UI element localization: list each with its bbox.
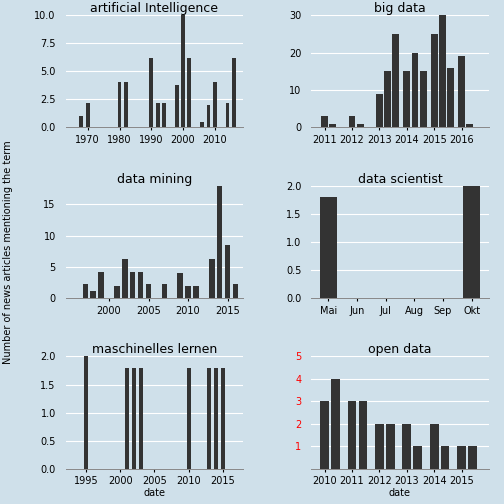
- Bar: [440, 446, 450, 469]
- Bar: [156, 103, 160, 128]
- Bar: [331, 379, 340, 469]
- Bar: [139, 368, 143, 469]
- Title: data mining: data mining: [117, 173, 192, 186]
- Bar: [430, 424, 438, 469]
- Bar: [384, 71, 391, 128]
- Bar: [84, 356, 88, 469]
- Bar: [468, 446, 477, 469]
- Bar: [214, 368, 218, 469]
- Bar: [98, 272, 104, 298]
- Bar: [321, 401, 329, 469]
- Bar: [187, 58, 192, 128]
- Bar: [177, 273, 183, 298]
- Bar: [149, 58, 153, 128]
- Bar: [125, 368, 129, 469]
- Bar: [412, 52, 418, 128]
- Bar: [403, 71, 410, 128]
- Bar: [175, 85, 178, 128]
- Title: open data: open data: [368, 343, 432, 356]
- Bar: [181, 15, 185, 128]
- Bar: [359, 401, 367, 469]
- Bar: [193, 286, 199, 298]
- Bar: [209, 260, 215, 298]
- Bar: [466, 123, 473, 128]
- Bar: [457, 446, 466, 469]
- Bar: [376, 94, 383, 128]
- Bar: [200, 122, 204, 128]
- Title: data scientist: data scientist: [357, 173, 443, 186]
- Bar: [124, 83, 128, 128]
- Bar: [207, 105, 210, 128]
- Bar: [413, 446, 422, 469]
- Bar: [186, 368, 191, 469]
- Bar: [233, 284, 238, 298]
- Title: artificial Intelligence: artificial Intelligence: [90, 2, 218, 15]
- Bar: [330, 123, 336, 128]
- Bar: [439, 15, 446, 128]
- X-axis label: date: date: [144, 488, 165, 498]
- Bar: [458, 56, 465, 128]
- Bar: [226, 103, 229, 128]
- Bar: [80, 116, 83, 128]
- Bar: [447, 68, 454, 128]
- Bar: [162, 103, 166, 128]
- Bar: [83, 284, 88, 298]
- Bar: [213, 83, 217, 128]
- Bar: [321, 116, 328, 128]
- Bar: [217, 186, 222, 298]
- Bar: [320, 197, 337, 298]
- Bar: [207, 368, 211, 469]
- Bar: [221, 368, 225, 469]
- Bar: [114, 286, 119, 298]
- X-axis label: date: date: [389, 488, 411, 498]
- Bar: [375, 424, 384, 469]
- Bar: [162, 284, 167, 298]
- Bar: [146, 284, 151, 298]
- Bar: [86, 103, 90, 128]
- Bar: [386, 424, 395, 469]
- Bar: [130, 272, 136, 298]
- Bar: [232, 58, 236, 128]
- Bar: [463, 186, 480, 298]
- Bar: [90, 291, 96, 298]
- Bar: [393, 34, 399, 128]
- Bar: [138, 272, 144, 298]
- Bar: [225, 245, 230, 298]
- Bar: [348, 401, 356, 469]
- Bar: [357, 123, 364, 128]
- Bar: [349, 116, 355, 128]
- Bar: [117, 83, 121, 128]
- Bar: [122, 260, 128, 298]
- Title: maschinelles lernen: maschinelles lernen: [92, 343, 217, 356]
- Text: Number of news articles mentioning the term: Number of news articles mentioning the t…: [3, 140, 13, 364]
- Bar: [431, 34, 437, 128]
- Bar: [132, 368, 136, 469]
- Bar: [185, 286, 191, 298]
- Bar: [420, 71, 426, 128]
- Bar: [402, 424, 411, 469]
- Title: big data: big data: [374, 2, 426, 15]
